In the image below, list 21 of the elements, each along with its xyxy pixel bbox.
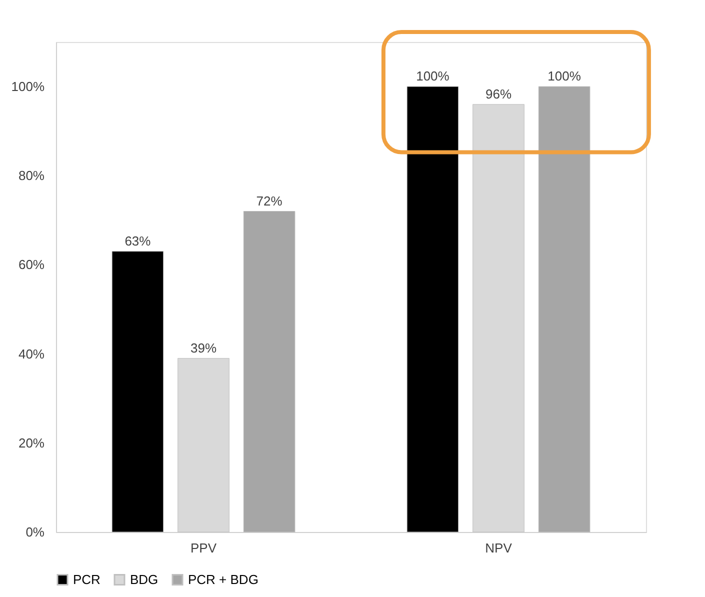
bar	[243, 211, 296, 532]
data-label: 72%	[256, 193, 283, 208]
y-tick-label: 0%	[26, 524, 45, 540]
data-label: 96%	[485, 86, 512, 102]
y-tick-label: 100%	[11, 79, 45, 94]
x-tick-label: NPV	[485, 540, 512, 556]
bar	[538, 86, 590, 532]
legend-label: BDG	[130, 572, 158, 587]
legend-label: PCR + BDG	[188, 572, 258, 587]
y-tick-label: 60%	[18, 257, 45, 272]
data-label: 100%	[548, 68, 582, 84]
data-label: 63%	[124, 233, 152, 248]
y-tick-label: 40%	[18, 346, 45, 362]
y-tick-label: 80%	[18, 168, 45, 184]
y-tick-label: 20%	[18, 435, 45, 450]
data-label: 100%	[416, 68, 450, 84]
legend-label: PCR	[73, 572, 100, 587]
x-tick-label: PPV	[190, 540, 217, 556]
bar	[406, 86, 459, 532]
bar	[112, 251, 164, 532]
data-label: 39%	[190, 340, 217, 356]
